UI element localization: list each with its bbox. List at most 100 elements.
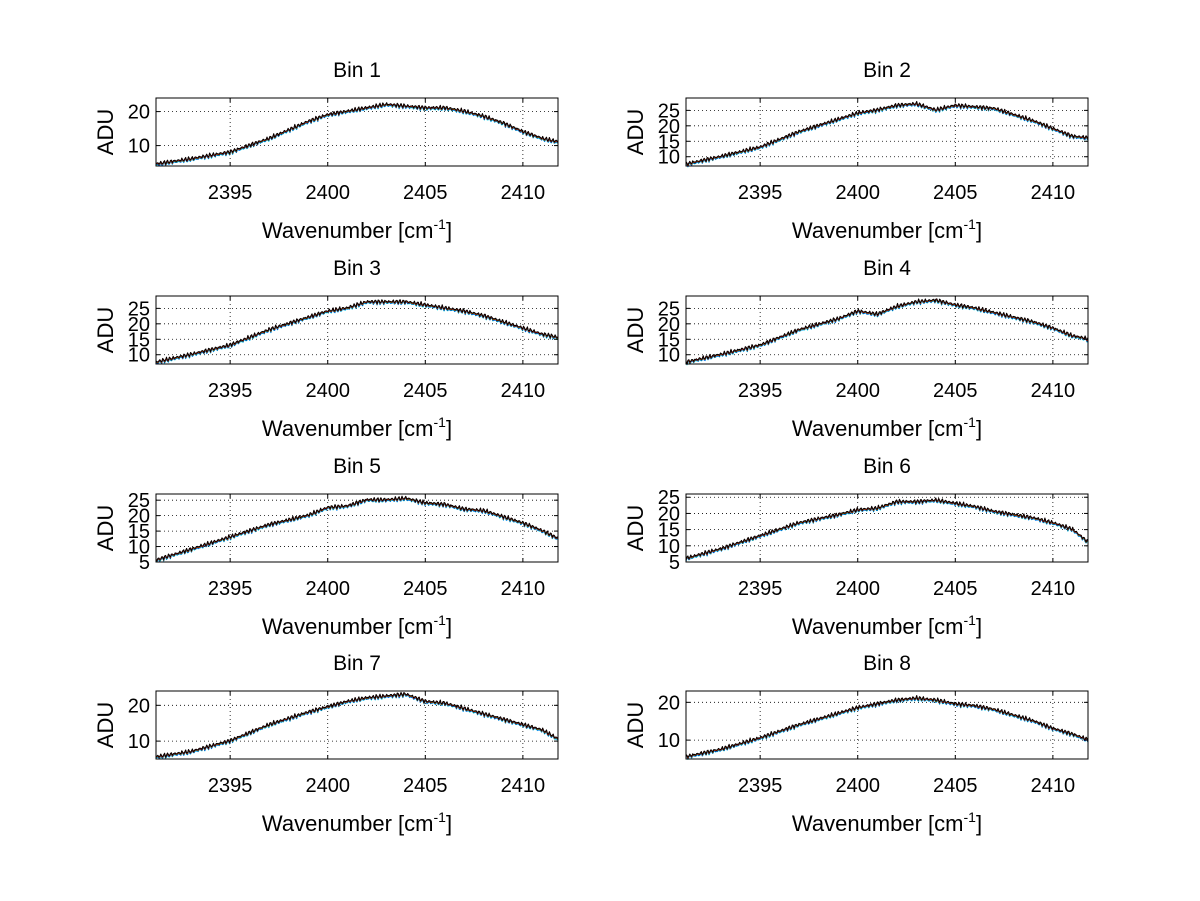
series-line-5 [155,102,559,165]
x-tick-label: 2400 [835,182,880,204]
x-axis-label-superscript: -1 [964,809,977,825]
x-tick-label: 2410 [501,182,546,204]
y-tick-label: 10 [128,345,150,367]
x-axis-label: Wavenumber [cm-1] [262,809,452,836]
x-axis-label-superscript: -1 [434,414,447,430]
y-axis-label: ADU [93,307,118,353]
x-axis-label-close: ] [976,614,982,639]
y-tick-label: 5 [669,552,680,574]
y-tick-label: 25 [128,298,150,320]
y-tick-label: 10 [658,345,680,367]
x-axis-label-close: ] [446,811,452,836]
y-tick-label: 25 [128,490,150,512]
series-line-5 [155,299,559,363]
x-tick-label: 2410 [1031,578,1076,600]
x-tick-label: 2395 [738,775,783,797]
x-tick-label: 2405 [933,578,978,600]
x-axis-label-main: Wavenumber [cm [262,218,434,243]
y-tick-label: 10 [658,147,680,169]
subplot-title: Bin 8 [863,652,911,675]
y-tick-label: 10 [658,730,680,752]
x-axis-label-superscript: -1 [964,216,977,232]
y-tick-label: 20 [658,116,680,138]
x-axis-label-superscript: -1 [964,414,977,430]
y-axis-label: ADU [623,307,648,353]
subplot-bin-1: 2395 2400 2405 2410 10 20 Bin 1 ADU Wavenumber [… [93,59,559,243]
y-tick-label: 20 [128,102,150,124]
x-axis-label-close: ] [446,614,452,639]
axes-frame [685,295,1089,365]
x-axis-label-close: ] [976,416,982,441]
y-tick-label: 20 [658,692,680,714]
x-tick-label: 2400 [835,578,880,600]
x-axis-label-main: Wavenumber [cm [792,614,964,639]
series-line-5 [155,495,559,561]
subplot-title: Bin 6 [863,455,911,478]
y-tick-label: 20 [128,695,150,717]
subplot-title: Bin 7 [333,652,381,675]
y-tick-label: 20 [658,503,680,525]
x-axis-label-main: Wavenumber [cm [262,416,434,441]
axes-background [156,494,558,562]
x-axis-label: Wavenumber [cm-1] [792,612,982,639]
x-axis-label-close: ] [446,218,452,243]
y-axis-label: ADU [623,505,648,551]
axes-frame [155,295,559,365]
axes-background [686,296,1088,364]
x-tick-label: 2405 [933,775,978,797]
x-tick-label: 2395 [208,380,253,402]
x-axis-label-close: ] [976,811,982,836]
x-axis-label-superscript: -1 [434,612,447,628]
subplot-title: Bin 1 [333,59,381,82]
x-tick-label: 2400 [305,380,350,402]
x-tick-label: 2400 [305,182,350,204]
x-axis-label-close: ] [976,218,982,243]
x-axis-label-main: Wavenumber [cm [262,614,434,639]
x-tick-label: 2405 [933,380,978,402]
x-axis-label-superscript: -1 [434,216,447,232]
subplot-title: Bin 4 [863,257,911,280]
subplot-bin-7: 2395 2400 2405 2410 10 20 Bin 7 ADU Wavenumber [… [93,652,559,836]
x-tick-label: 2400 [835,775,880,797]
x-tick-label: 2410 [501,578,546,600]
subplot-bin-8: 2395 2400 2405 2410 10 20 Bin 8 ADU Wavenumber [… [623,652,1089,836]
series-line-5 [685,497,1089,560]
y-tick-label: 10 [128,537,150,559]
x-tick-label: 2410 [1031,775,1076,797]
y-tick-label: 15 [658,520,680,542]
series-line-5 [685,298,1089,365]
x-axis-label-main: Wavenumber [cm [792,811,964,836]
x-axis-label: Wavenumber [cm-1] [262,612,452,639]
subplot-title: Bin 2 [863,59,911,82]
x-axis-label-superscript: -1 [964,612,977,628]
x-tick-label: 2410 [501,380,546,402]
x-tick-label: 2405 [933,182,978,204]
x-tick-label: 2400 [835,380,880,402]
x-tick-label: 2400 [305,775,350,797]
subplot-title: Bin 3 [333,257,381,280]
x-tick-label: 2405 [403,775,448,797]
axes-frame [155,690,559,760]
x-tick-label: 2395 [738,380,783,402]
x-tick-label: 2395 [208,182,253,204]
x-tick-label: 2395 [738,182,783,204]
subplot-title: Bin 5 [333,455,381,478]
x-axis-label-superscript: -1 [434,809,447,825]
x-axis-label-close: ] [446,416,452,441]
y-tick-label: 15 [128,521,150,543]
x-tick-label: 2410 [1031,380,1076,402]
y-tick-label: 15 [128,329,150,351]
x-axis-label-main: Wavenumber [cm [792,416,964,441]
x-axis-label: Wavenumber [cm-1] [262,216,452,243]
x-tick-label: 2405 [403,578,448,600]
axes-background [156,296,558,364]
y-axis-label: ADU [93,505,118,551]
y-axis-label: ADU [623,702,648,748]
y-tick-label: 15 [658,329,680,351]
y-tick-label: 10 [658,536,680,558]
